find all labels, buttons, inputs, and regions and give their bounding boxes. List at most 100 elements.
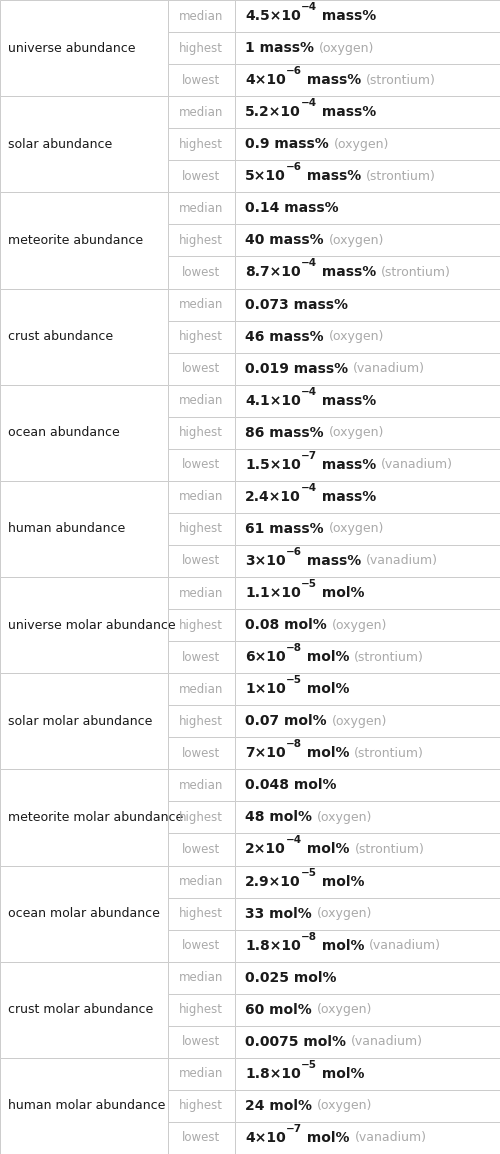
Text: (strontium): (strontium) [354,651,424,664]
Bar [168,770,235,801]
Text: median: median [179,202,224,215]
Text: lowest: lowest [182,1035,220,1048]
Text: 4×10: 4×10 [245,73,286,88]
Text: lowest: lowest [182,842,220,856]
Text: −4: −4 [301,2,317,12]
Text: lowest: lowest [182,747,220,759]
Bar [235,128,500,160]
Bar [235,0,500,32]
Bar [235,994,500,1026]
Text: 1 mass%: 1 mass% [245,42,314,55]
Text: mass%: mass% [317,265,376,279]
Bar [235,384,500,417]
Text: 2×10: 2×10 [245,842,286,856]
Text: 6×10: 6×10 [245,650,286,665]
Bar [168,994,235,1026]
Text: mass%: mass% [317,9,376,23]
Text: 0.9 mass%: 0.9 mass% [245,137,329,151]
Text: (strontium): (strontium) [366,74,436,87]
Text: meteorite abundance: meteorite abundance [8,234,143,247]
Text: mol%: mol% [316,875,364,889]
Bar [235,512,500,545]
Text: 7×10: 7×10 [245,747,286,760]
Text: 33 mol%: 33 mol% [245,907,312,921]
Bar [168,833,235,866]
Text: (vanadium): (vanadium) [354,1131,426,1145]
Bar [168,898,235,930]
Bar [235,833,500,866]
Bar [235,577,500,609]
Text: 1.8×10: 1.8×10 [245,938,301,953]
Bar [235,449,500,481]
Bar [235,1122,500,1154]
Text: median: median [179,9,224,23]
Bar [168,96,235,128]
Bar [235,545,500,577]
Text: 4.1×10: 4.1×10 [245,394,301,407]
Text: mass%: mass% [302,170,361,183]
Bar [235,32,500,65]
Text: 4.5×10: 4.5×10 [245,9,301,23]
Bar [235,673,500,705]
Bar [168,160,235,193]
Text: median: median [179,1067,224,1080]
Bar [168,449,235,481]
Bar [0,866,168,961]
Text: 86 mass%: 86 mass% [245,426,324,440]
Text: mol%: mol% [302,682,349,696]
Text: human molar abundance: human molar abundance [8,1100,166,1112]
Text: 0.048 mol%: 0.048 mol% [245,778,336,793]
Bar [168,642,235,673]
Text: lowest: lowest [182,1131,220,1145]
Bar [168,481,235,512]
Bar [168,705,235,737]
Text: −4: −4 [286,835,302,846]
Bar [168,321,235,353]
Text: median: median [179,395,224,407]
Bar [0,481,168,577]
Text: 1×10: 1×10 [245,682,286,696]
Text: (vanadium): (vanadium) [353,362,425,375]
Bar [0,384,168,481]
Text: 1.1×10: 1.1×10 [245,586,301,600]
Text: (vanadium): (vanadium) [381,458,453,471]
Text: −8: −8 [301,931,317,942]
Text: median: median [179,106,224,119]
Text: crust molar abundance: crust molar abundance [8,1003,153,1017]
Text: 48 mol%: 48 mol% [245,810,312,824]
Text: lowest: lowest [182,170,220,182]
Text: highest: highest [179,619,223,631]
Bar [168,224,235,256]
Text: mol%: mol% [302,842,350,856]
Text: −4: −4 [301,98,317,108]
Bar [235,961,500,994]
Text: (vanadium): (vanadium) [366,554,438,568]
Text: (oxygen): (oxygen) [328,234,384,247]
Bar [0,770,168,866]
Text: meteorite molar abundance: meteorite molar abundance [8,811,183,824]
Text: lowest: lowest [182,939,220,952]
Text: 5×10: 5×10 [245,170,286,183]
Bar [168,32,235,65]
Bar [168,545,235,577]
Bar [0,1058,168,1154]
Bar [168,1026,235,1058]
Bar [235,160,500,193]
Bar [235,705,500,737]
Text: 46 mass%: 46 mass% [245,330,324,344]
Text: lowest: lowest [182,362,220,375]
Bar [168,609,235,642]
Bar [235,417,500,449]
Bar [168,1058,235,1089]
Text: lowest: lowest [182,74,220,87]
Text: mol%: mol% [317,1066,364,1081]
Text: lowest: lowest [182,554,220,568]
Bar [0,0,168,96]
Text: mol%: mol% [302,650,349,665]
Text: mass%: mass% [317,394,376,407]
Text: 0.073 mass%: 0.073 mass% [245,298,348,312]
Text: highest: highest [179,523,223,535]
Text: universe molar abundance: universe molar abundance [8,619,175,631]
Text: −4: −4 [300,258,317,269]
Text: −8: −8 [286,643,302,653]
